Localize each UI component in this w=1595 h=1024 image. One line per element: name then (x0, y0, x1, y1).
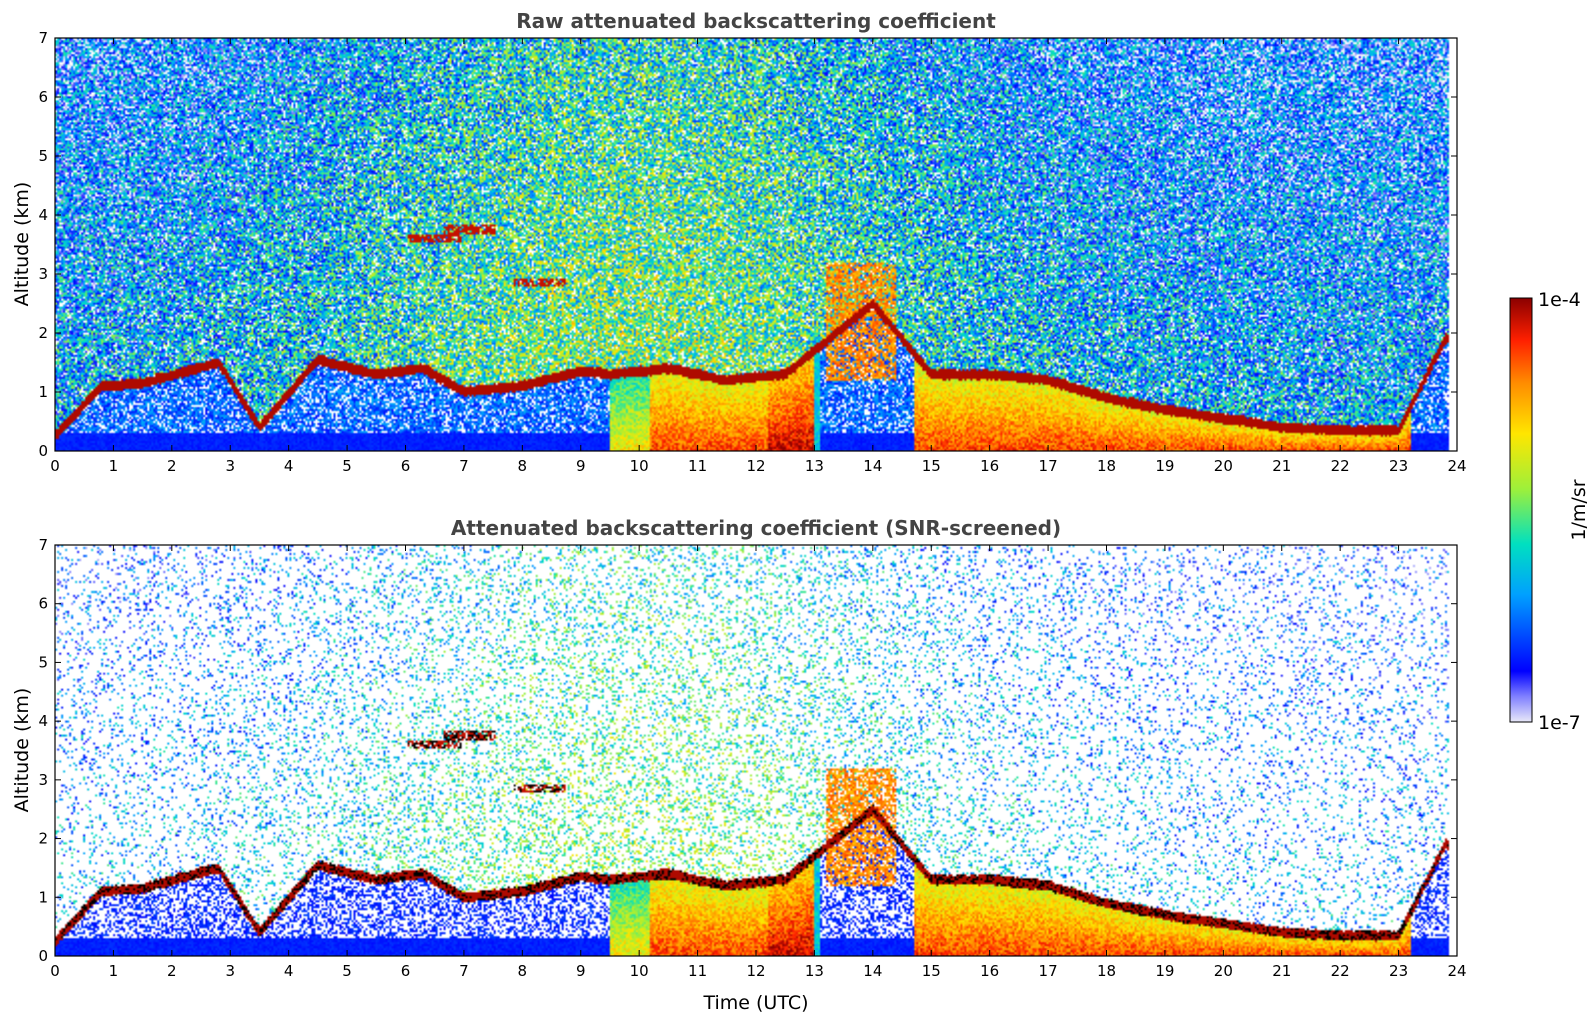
ytick-label: 3 (38, 265, 48, 283)
xtick-label: 24 (1447, 457, 1466, 475)
xtick-label: 9 (576, 457, 586, 475)
xtick-label: 9 (576, 962, 586, 980)
xtick-label: 19 (1155, 457, 1174, 475)
xtick-label: 16 (980, 962, 999, 980)
xtick-label: 18 (1097, 457, 1116, 475)
xtick-label: 13 (805, 962, 824, 980)
xtick-label: 0 (50, 457, 60, 475)
colorbar-max-label: 1e-4 (1538, 289, 1581, 311)
xtick-label: 1 (109, 962, 119, 980)
ytick-label: 6 (38, 88, 48, 106)
xtick-label: 10 (630, 457, 649, 475)
ytick-label: 7 (38, 536, 48, 554)
xtick-label: 10 (630, 962, 649, 980)
xtick-label: 3 (225, 457, 235, 475)
colorbar-min-label: 1e-7 (1538, 712, 1581, 734)
ytick-label: 2 (38, 830, 48, 848)
xtick-label: 7 (459, 962, 469, 980)
ytick-label: 1 (38, 383, 48, 401)
xtick-label: 23 (1389, 962, 1408, 980)
xtick-label: 6 (401, 457, 411, 475)
xtick-label: 18 (1097, 962, 1116, 980)
raw-backscatter-image (55, 38, 1457, 451)
xtick-label: 14 (863, 457, 882, 475)
xtick-label: 20 (1214, 962, 1233, 980)
screened-backscatter-image (55, 545, 1457, 956)
xtick-label: 1 (109, 457, 119, 475)
ytick-label: 3 (38, 771, 48, 789)
xtick-label: 4 (284, 457, 294, 475)
xtick-label: 21 (1272, 962, 1291, 980)
ytick-label: 4 (38, 206, 48, 224)
colorbar-unit-label: 1/m/sr (1568, 479, 1590, 540)
ytick-label: 6 (38, 595, 48, 613)
xtick-label: 7 (459, 457, 469, 475)
xtick-label: 13 (805, 457, 824, 475)
ytick-label: 7 (38, 29, 48, 47)
xtick-label: 0 (50, 962, 60, 980)
panel-raw-ylabel: Altitude (km) (11, 182, 33, 307)
xtick-label: 12 (746, 457, 765, 475)
xtick-label: 22 (1331, 962, 1350, 980)
xtick-label: 12 (746, 962, 765, 980)
xtick-label: 2 (167, 962, 177, 980)
xtick-label: 15 (922, 457, 941, 475)
xtick-label: 23 (1389, 457, 1408, 475)
xtick-label: 3 (225, 962, 235, 980)
xtick-label: 24 (1447, 962, 1466, 980)
xtick-label: 6 (401, 962, 411, 980)
xtick-label: 11 (688, 457, 707, 475)
ytick-label: 1 (38, 888, 48, 906)
xtick-label: 5 (342, 457, 352, 475)
panel-screened-ylabel: Altitude (km) (11, 688, 33, 813)
xtick-label: 14 (863, 962, 882, 980)
ytick-label: 4 (38, 712, 48, 730)
xtick-label: 17 (1039, 457, 1058, 475)
xtick-label: 21 (1272, 457, 1291, 475)
panel-screened: Attenuated backscattering coefficient (S… (11, 516, 1467, 1014)
colorbar: 1e-4 1e-7 1/m/sr (1509, 289, 1590, 734)
panel-screened-title: Attenuated backscattering coefficient (S… (451, 516, 1061, 540)
ytick-label: 5 (38, 147, 48, 165)
ytick-label: 5 (38, 653, 48, 671)
panel-raw-title: Raw attenuated backscattering coefficien… (516, 9, 996, 33)
ytick-label: 2 (38, 324, 48, 342)
colorbar-bar (1509, 297, 1533, 723)
ytick-label: 0 (38, 947, 48, 965)
xtick-label: 17 (1039, 962, 1058, 980)
xtick-label: 20 (1214, 457, 1233, 475)
xtick-label: 8 (518, 457, 528, 475)
ytick-label: 0 (38, 442, 48, 460)
xtick-label: 11 (688, 962, 707, 980)
xtick-label: 15 (922, 962, 941, 980)
xtick-label: 8 (518, 962, 528, 980)
xaxis-label: Time (UTC) (702, 992, 808, 1014)
panel-raw: Raw attenuated backscattering coefficien… (11, 9, 1467, 475)
xtick-label: 16 (980, 457, 999, 475)
xtick-label: 22 (1331, 457, 1350, 475)
xtick-label: 4 (284, 962, 294, 980)
xtick-label: 2 (167, 457, 177, 475)
xtick-label: 5 (342, 962, 352, 980)
xtick-label: 19 (1155, 962, 1174, 980)
